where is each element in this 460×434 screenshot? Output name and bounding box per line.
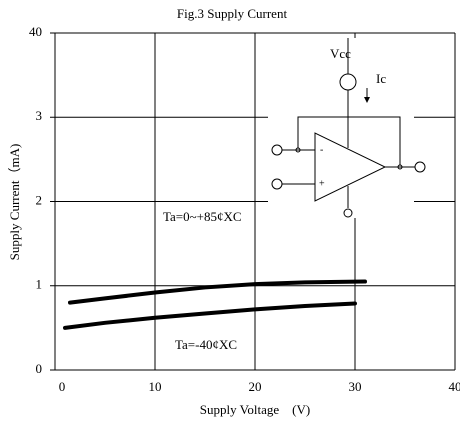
y-tick-label: 0 xyxy=(36,361,43,376)
terminal xyxy=(271,178,283,190)
terminal xyxy=(343,208,353,218)
x-axis-label: Supply Voltage (V) xyxy=(200,402,310,417)
arrow-head xyxy=(364,97,370,103)
vcc-label: Vcc xyxy=(330,46,351,61)
series-label: Ta=-40¢XC xyxy=(175,337,237,352)
x-tick-label: 40 xyxy=(449,379,460,394)
series-label: Ta=0~+85¢XC xyxy=(163,209,242,224)
ic-label: Ic xyxy=(376,71,386,86)
x-tick-label: 20 xyxy=(249,379,262,394)
op-amp xyxy=(314,132,387,202)
y-tick-label: 3 xyxy=(36,108,43,123)
y-tick-label: 40 xyxy=(29,24,42,39)
series-line xyxy=(68,279,367,305)
circuit-inset: Vcc Ic - + xyxy=(268,38,426,218)
terminal xyxy=(414,161,426,173)
y-tick-label: 1 xyxy=(36,277,43,292)
x-tick-label: 10 xyxy=(149,379,162,394)
y-axis-label: Supply Current（mA) xyxy=(7,144,22,261)
minus-label: - xyxy=(320,144,323,155)
y-tick-label: 2 xyxy=(36,192,43,207)
terminal xyxy=(271,144,283,156)
chart-title: Fig.3 Supply Current xyxy=(177,6,288,21)
feedback-wire xyxy=(297,116,401,165)
inset-background xyxy=(268,38,414,218)
series-line xyxy=(63,301,357,330)
x-tick-label: 0 xyxy=(59,379,66,394)
x-tick-label: 30 xyxy=(349,379,362,394)
node xyxy=(397,164,403,170)
plus-label: + xyxy=(319,178,325,189)
